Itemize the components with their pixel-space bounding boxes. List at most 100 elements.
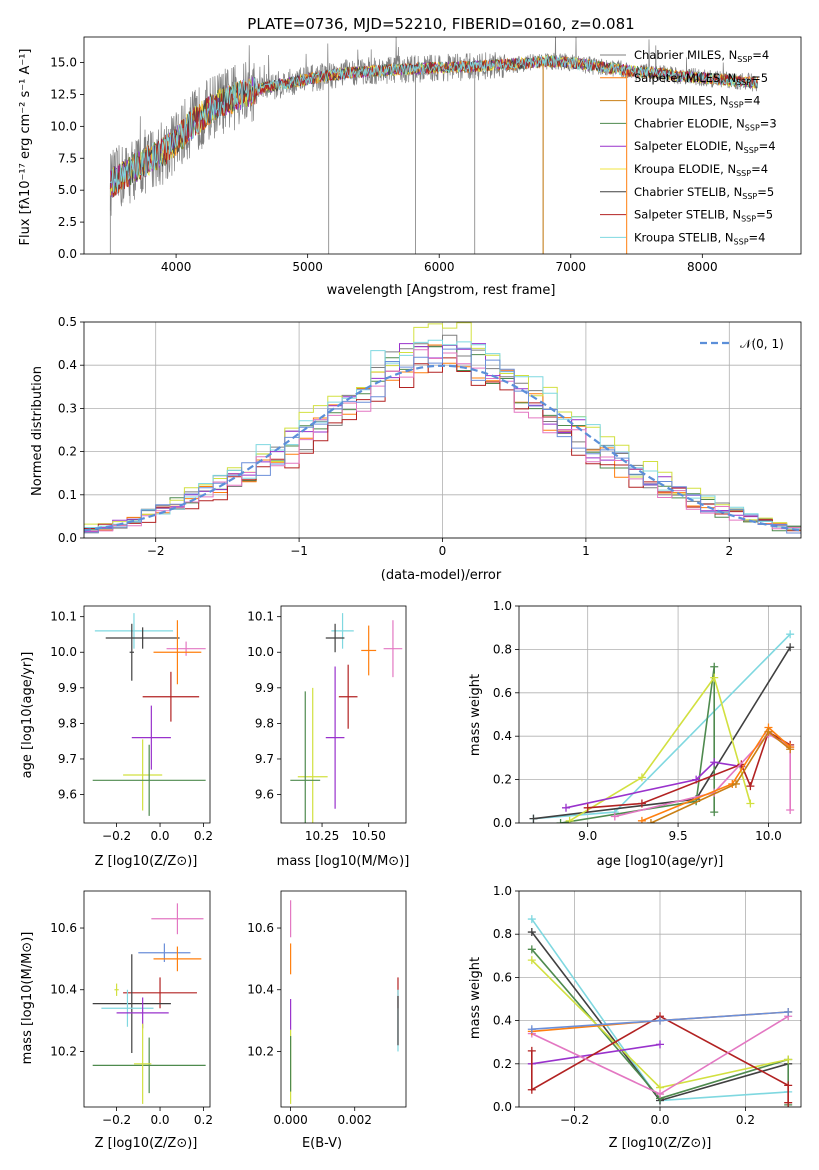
model-spectrum-line: [109, 55, 758, 194]
spectrum-ylabel: Flux [fλ10⁻¹⁷ erg cm⁻² s⁻¹ A⁻¹]: [18, 49, 33, 246]
x-tick-label: 0.002: [338, 1113, 372, 1127]
plus-marker: [784, 1081, 793, 1090]
y-tick-label: 15.0: [50, 56, 77, 70]
plus-marker: [764, 727, 773, 736]
plot-area: [84, 322, 801, 535]
x-tick-label: −1: [290, 544, 308, 558]
y-tick-label: 10.4: [247, 983, 274, 997]
legend-label: Chabrier MILES, N: [634, 48, 737, 62]
x-tick-label: 8000: [687, 260, 718, 274]
x-tick-label: 6000: [424, 260, 455, 274]
legend-subscript: SSP: [741, 215, 756, 224]
age-mass-xlabel: mass [log10(M/M⊙)]: [277, 854, 410, 869]
legend-entry: Salpeter MILES, NSSP=5: [634, 71, 768, 87]
x-tick-label: 2: [725, 544, 733, 558]
legend-label: Chabrier STELIB, N: [634, 185, 742, 199]
plus-marker: [786, 745, 795, 754]
plus-marker: [637, 799, 646, 808]
plot-area: [290, 900, 399, 1104]
x-tick-label: 0.0: [650, 1113, 669, 1127]
plot-area: [290, 613, 403, 823]
legend-subscript: SSP: [736, 169, 751, 178]
y-tick-label: 9.8: [58, 716, 77, 730]
plus-marker: [710, 662, 719, 671]
legend-entry: Kroupa MILES, NSSP=4: [634, 94, 760, 110]
legend-entry: Salpeter ELODIE, NSSP=4: [634, 139, 776, 155]
legend-label: Kroupa STELIB, N: [634, 230, 734, 244]
axes-frame: [83, 321, 802, 539]
y-tick-label: 10.2: [247, 1044, 274, 1058]
legend-tail: =4: [759, 139, 776, 153]
plus-marker: [731, 779, 740, 788]
y-tick-label: 10.4: [50, 983, 77, 997]
residual-xlabel: (data-model)/error: [381, 568, 502, 583]
legend-entry: Kroupa STELIB, NSSP=4: [634, 230, 765, 246]
plus-marker: [527, 956, 536, 965]
legend-subscript: SSP: [734, 237, 749, 246]
legend-tail: =4: [752, 48, 769, 62]
mw-z-ylabel: mass weight: [468, 957, 483, 1039]
plus-marker: [656, 1090, 664, 1099]
plus-marker: [556, 819, 565, 823]
legend-entry: Kroupa ELODIE, NSSP=4: [634, 162, 768, 178]
spectrum-title: PLATE=0736, MJD=52210, FIBERID=0160, z=0…: [247, 15, 634, 33]
x-tick-label: −0.2: [560, 1113, 589, 1127]
age-vs-metallicity-panel: Z [log10(Z/Z⊙)] age [log10(age/yr)] −0.2…: [20, 605, 213, 869]
y-tick-label: 10.1: [50, 610, 77, 624]
axes-frame: [83, 36, 802, 255]
legend-subscript: SSP: [744, 146, 759, 155]
plus-marker: [527, 928, 536, 937]
axes-frame: [518, 605, 802, 824]
legend-entry: Chabrier STELIB, NSSP=5: [634, 185, 774, 201]
y-tick-label: 9.7: [255, 752, 274, 766]
y-tick-label: 0.4: [493, 1014, 512, 1028]
y-tick-label: 10.0: [50, 119, 77, 133]
plus-marker: [786, 643, 795, 652]
y-tick-label: 10.2: [50, 1044, 77, 1058]
x-tick-label: 0.0: [150, 829, 169, 843]
y-tick-label: 0.8: [493, 642, 512, 656]
y-tick-label: 5.0: [58, 183, 77, 197]
y-tick-label: 1.0: [493, 599, 512, 613]
legend-tail: =5: [756, 208, 773, 222]
x-tick-label: 5000: [292, 260, 323, 274]
y-tick-label: 2.5: [58, 215, 77, 229]
y-tick-label: 9.7: [58, 752, 77, 766]
plus-marker: [646, 819, 655, 823]
age-z-ylabel: age [log10(age/yr)]: [20, 652, 35, 779]
x-tick-label: 9.0: [578, 829, 597, 843]
y-tick-label: 10.0: [50, 645, 77, 659]
mw-age-ylabel: mass weight: [468, 674, 483, 756]
plus-marker: [637, 773, 646, 782]
legend-tail: =4: [751, 162, 768, 176]
spectrum-xlabel: wavelength [Angstrom, rest frame]: [327, 283, 556, 298]
y-tick-label: 10.1: [247, 610, 274, 624]
x-tick-label: 4000: [161, 260, 192, 274]
x-tick-label: 0.0: [150, 1113, 169, 1127]
series-line: [641, 726, 791, 822]
x-tick-label: 0.2: [194, 1113, 213, 1127]
plus-marker: [746, 799, 755, 808]
y-tick-label: 0.4: [493, 729, 512, 743]
legend-label: Kroupa MILES, N: [634, 94, 729, 108]
legend-label: Salpeter ELODIE, N: [634, 139, 744, 153]
y-tick-label: 0.3: [58, 401, 77, 415]
y-tick-label: 9.6: [58, 788, 77, 802]
y-tick-label: 0.0: [493, 1100, 512, 1114]
axes-frame: [83, 890, 211, 1108]
y-tick-label: 9.9: [255, 681, 274, 695]
histogram-step: [84, 322, 801, 532]
y-tick-label: 0.8: [493, 927, 512, 941]
plus-marker: [527, 915, 536, 924]
legend-tail: =4: [749, 230, 766, 244]
histogram-step: [84, 347, 801, 535]
plus-marker: [786, 630, 795, 639]
plot-area: [92, 903, 206, 1104]
series-line: [650, 730, 791, 823]
x-tick-label: 0.000: [273, 1113, 307, 1127]
mass-ebv-xlabel: E(B-V): [302, 1136, 342, 1151]
mass-vs-metallicity-panel: Z [log10(Z/Z⊙)] mass [log10(M/M⊙)] −0.2 0…: [20, 890, 213, 1151]
x-tick-label: −0.2: [102, 829, 131, 843]
residual-ylabel: Normed distribution: [30, 366, 45, 496]
